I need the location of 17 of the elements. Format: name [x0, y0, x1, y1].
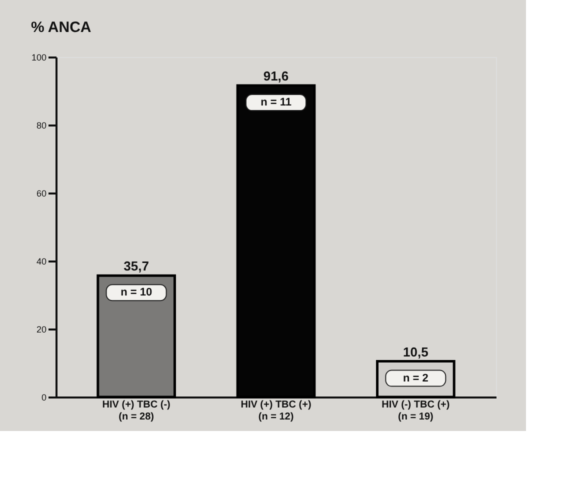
y-tick-label: 0 [41, 392, 46, 402]
annotation: n = 2 [402, 372, 428, 384]
y-tick-label: 60 [36, 188, 46, 198]
y-tick-label: 20 [36, 324, 46, 334]
bar [96, 274, 176, 398]
y-tick-label: 40 [36, 256, 46, 266]
x-tick-label: HIV (-) TBC (+) (n = 19) [382, 400, 450, 422]
annotation: n = 11 [260, 96, 292, 109]
data-label: 35,7 [124, 258, 149, 274]
x-tick-label: HIV (+) TBC (-) (n = 28) [102, 400, 170, 422]
x-tick-label: HIV (+) TBC (+) (n = 12) [240, 400, 312, 422]
annotation: n = 10 [120, 286, 152, 299]
y-tick-label: 80 [36, 120, 46, 130]
data-label: 91,6 [263, 68, 289, 84]
y-axis-title: % ANCA [30, 19, 92, 36]
data-label: 10,5 [403, 344, 428, 360]
y-tick-label: 100 [31, 52, 46, 62]
